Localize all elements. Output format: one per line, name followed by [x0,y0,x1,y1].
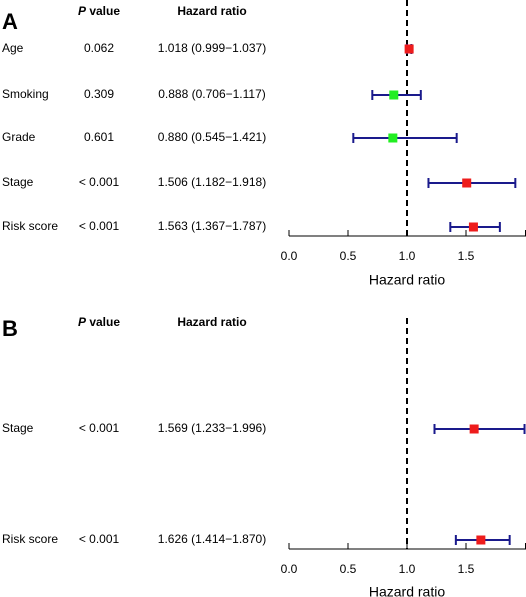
panel-b-row-label-stage: Stage [2,421,34,435]
panel-b-row-hr-risk-score: 1.626 (1.414−1.870) [158,532,266,546]
panel-b-tick-label-1: 0.5 [340,562,357,576]
panel-a-tick-label-3: 1.5 [458,249,475,263]
panel-a-point-age [404,44,414,54]
panel-a-row-hr-grade: 0.880 (0.545−1.421) [158,130,266,144]
panel-a-letter: A [2,9,18,34]
panel-b-p-value-header: P value [78,315,120,329]
panel-a-row-label-risk-score: Risk score [2,219,58,233]
panel-b-x-axis-title: Hazard ratio [369,584,445,597]
panel-b-letter: B [2,316,18,341]
panel-a-tick-label-0: 0.0 [281,249,298,263]
panel-a-row-label-grade: Grade [2,130,36,144]
panel-a-point-risk-score [468,222,478,232]
panel-b-row-p-stage: < 0.001 [79,421,120,435]
panel-b-hazard-ratio-header: Hazard ratio [177,315,246,329]
panel-b-point-stage [469,424,479,434]
panel-a-row-p-stage: < 0.001 [79,175,120,189]
panel-a-hazard-ratio-header: Hazard ratio [177,4,246,18]
panel-a-row-hr-stage: 1.506 (1.182−1.918) [158,175,266,189]
panel-a-x-axis-title: Hazard ratio [369,272,445,288]
panel-b-tick-label-2: 1.0 [399,562,416,576]
panel-a-tick-label-2: 1.0 [399,249,416,263]
panel-a-point-stage [462,178,472,188]
panel-b-tick-label-3: 1.5 [458,562,475,576]
panel-a-row-p-age: 0.062 [84,41,114,55]
panel-a-row-label-smoking: Smoking [2,87,49,101]
panel-b-row-label-risk-score: Risk score [2,532,58,546]
panel-b-row-p-risk-score: < 0.001 [79,532,120,546]
panel-a-row-hr-smoking: 0.888 (0.706−1.117) [158,87,266,101]
panel-a-row-hr-age: 1.018 (0.999−1.037) [158,41,266,55]
panel-a-row-p-smoking: 0.309 [84,87,114,101]
panel-a-row-p-grade: 0.601 [84,130,114,144]
panel-b-point-risk-score [476,535,486,545]
panel-a-point-grade [388,133,398,143]
panel-a-row-label-age: Age [2,41,24,55]
panel-a-point-smoking [389,90,399,100]
panel-a-row-p-risk-score: < 0.001 [79,219,120,233]
panel-a-row-label-stage: Stage [2,175,34,189]
panel-b-tick-label-0: 0.0 [281,562,298,576]
panel-b-row-hr-stage: 1.569 (1.233−1.996) [158,421,266,435]
panel-a-row-hr-risk-score: 1.563 (1.367−1.787) [158,219,266,233]
panel-a-p-value-header: P value [78,4,120,18]
panel-a-tick-label-1: 0.5 [340,249,357,263]
